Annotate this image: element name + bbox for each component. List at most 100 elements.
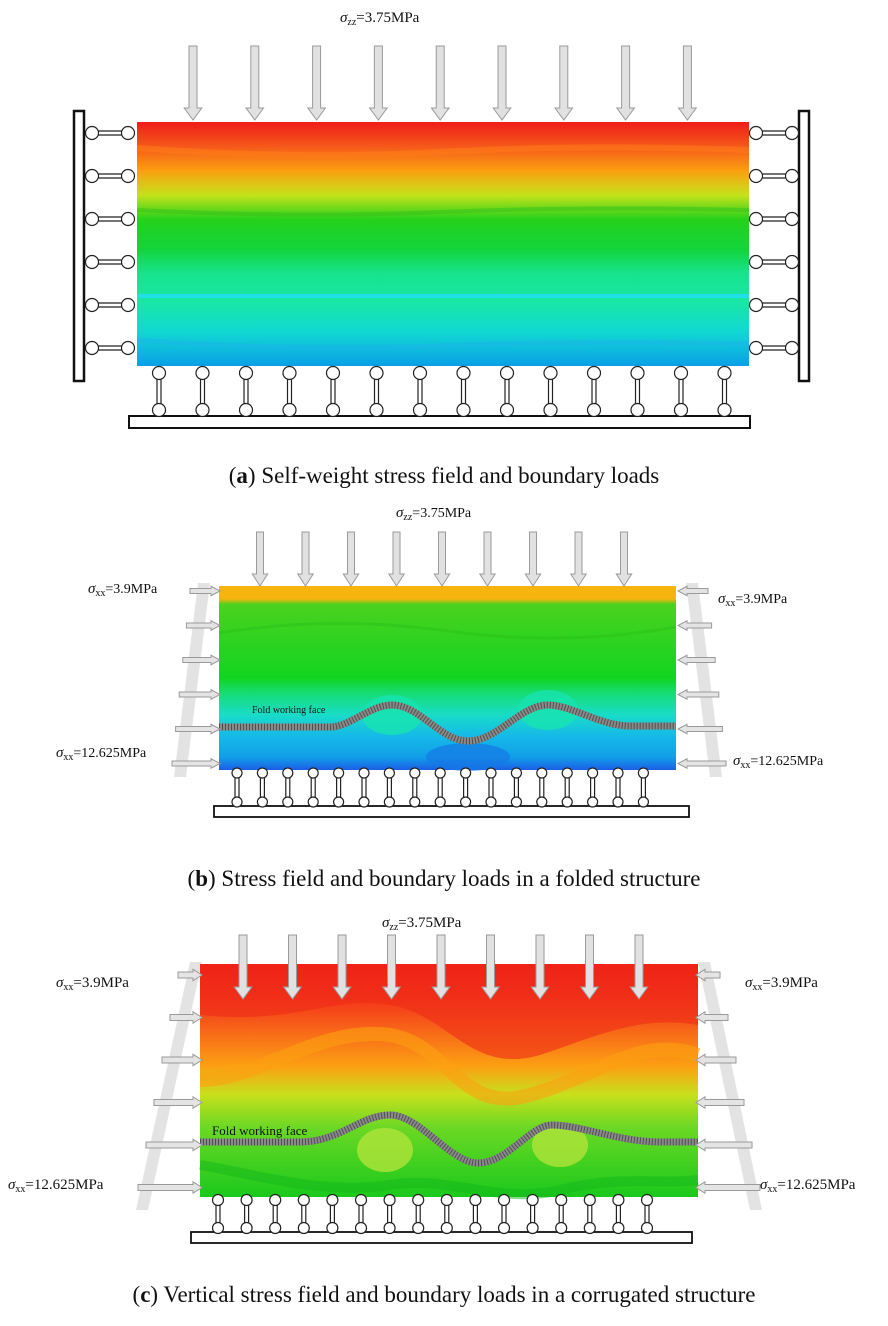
bottom-roller [536,767,548,808]
down-arrow [480,934,501,1000]
bottom-roller [151,365,167,418]
down-arrow [251,531,269,587]
side-top-right-label-c: σxx=3.9MPa [745,975,818,993]
side-rollers-a [84,125,800,356]
left-wall-a [72,109,86,383]
panel-a: σzz=3.75MPa [0,0,888,505]
right-arrow [182,654,222,666]
bottom-roller [485,767,497,808]
bottom-roller [412,365,428,418]
down-arrow [530,934,550,1000]
left-wall-c [136,962,202,1210]
right-arrow [185,619,222,632]
bottom-roller [440,1193,453,1235]
side-roller [84,168,136,184]
top-load-arrows-a [183,45,698,121]
down-arrow [342,531,360,587]
side-roller [748,254,800,270]
bottom-roller [333,767,345,808]
bottom-roller [383,767,395,808]
side-roller [84,297,136,313]
fold-working-face-c [200,1111,698,1167]
side-roller [748,125,800,141]
side-bottom-left-label-c: σxx=12.625MPa [8,1177,104,1195]
top-load-label-b: σzz=3.75MPa [396,505,472,523]
bottom-roller [460,767,472,808]
side-roller [84,340,136,356]
bottom-roller [583,1193,596,1235]
bottom-roller [369,365,384,418]
panel-b: σzz=3.75MPa σxx=3.9MPa σxx=3.9MPa σxx=12… [0,505,888,905]
bottom-roller [195,365,210,418]
side-top-left-label-c: σxx=3.9MPa [56,975,129,993]
down-arrow [579,934,600,1000]
down-arrow [282,934,303,1000]
diagram-c [136,934,762,1244]
down-arrow [387,531,406,587]
side-roller [748,168,800,184]
left-arrow [695,1095,745,1110]
bottom-roller [510,767,523,808]
fold-label-c: Fold working face [212,1123,308,1138]
base-a [128,415,751,429]
right-arrow [178,688,222,701]
right-arrow [177,968,203,982]
bottom-roller [612,767,624,808]
down-arrow [492,45,512,121]
stress-field-b [219,586,676,770]
right-wall-a [797,109,811,383]
right-arrow [137,1180,203,1195]
bottom-roller [456,365,471,418]
bottom-roller [211,1193,225,1235]
bottom-roller [526,1193,539,1235]
bottom-rollers-c [211,1193,654,1235]
bottom-roller [358,767,370,808]
caption-b: (b) Stress field and boundary loads in a… [187,866,701,891]
left-arrow [695,968,721,982]
side-top-right-label-b: σxx=3.9MPa [718,591,788,609]
diagram-b [171,531,727,818]
down-arrow [629,934,649,1000]
down-arrow [245,45,265,121]
side-load-arrows-c [137,968,761,1195]
left-wall-b [174,583,210,777]
right-wall-c [698,962,762,1210]
side-top-left-label-b: σxx=3.9MPa [88,581,158,599]
bottom-roller [307,767,319,808]
right-arrow [189,585,222,597]
down-arrow [233,934,253,1000]
bottom-roller [383,1193,396,1235]
down-arrow [430,45,450,121]
bottom-roller [325,365,341,418]
bottom-roller [612,1193,625,1235]
right-arrow [169,1010,203,1025]
side-roller [84,211,136,227]
base-b [213,805,690,818]
side-roller [748,211,800,227]
down-arrow [569,531,588,587]
bottom-roller [561,767,573,808]
bottom-roller [412,1193,425,1235]
down-arrow [433,531,451,587]
down-arrow [296,531,315,587]
down-arrow [524,531,542,587]
bottom-roller [256,767,268,808]
side-bottom-right-label-b: σxx=12.625MPa [733,753,824,771]
left-arrow [676,619,713,632]
bottom-roller [555,1193,568,1235]
down-arrow [615,531,633,587]
bottom-roller [637,767,650,808]
bottom-roller [240,1193,253,1235]
fold-label-b: Fold working face [252,705,326,716]
caption-a: (a) Self-weight stress field and boundar… [228,463,660,488]
bottom-roller [282,767,294,808]
left-arrow [676,585,709,597]
left-arrow [676,688,720,701]
right-wall-b [686,583,722,777]
bottom-roller [409,767,421,808]
bottom-roller [326,1193,339,1235]
down-arrow [306,45,327,121]
bottom-roller [238,365,254,418]
bottom-roller [717,365,732,418]
side-roller [84,125,136,141]
